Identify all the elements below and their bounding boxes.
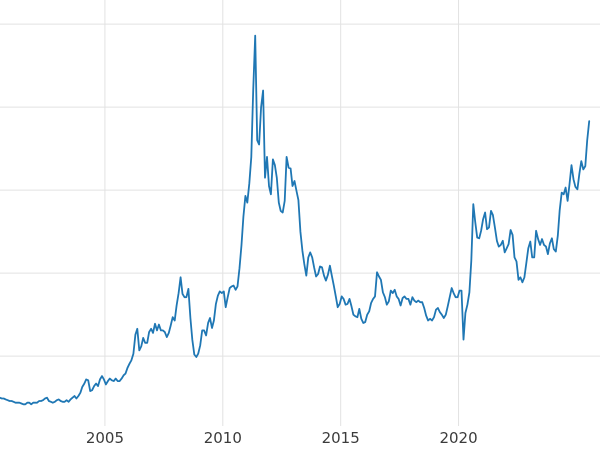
x-axis-tick-label: 2005 (86, 429, 124, 447)
x-axis-tick-label: 2010 (204, 429, 242, 447)
x-axis-tick-label: 2015 (322, 429, 360, 447)
price-series-line (0, 34, 591, 406)
x-axis-tick-label: 2020 (439, 429, 477, 447)
